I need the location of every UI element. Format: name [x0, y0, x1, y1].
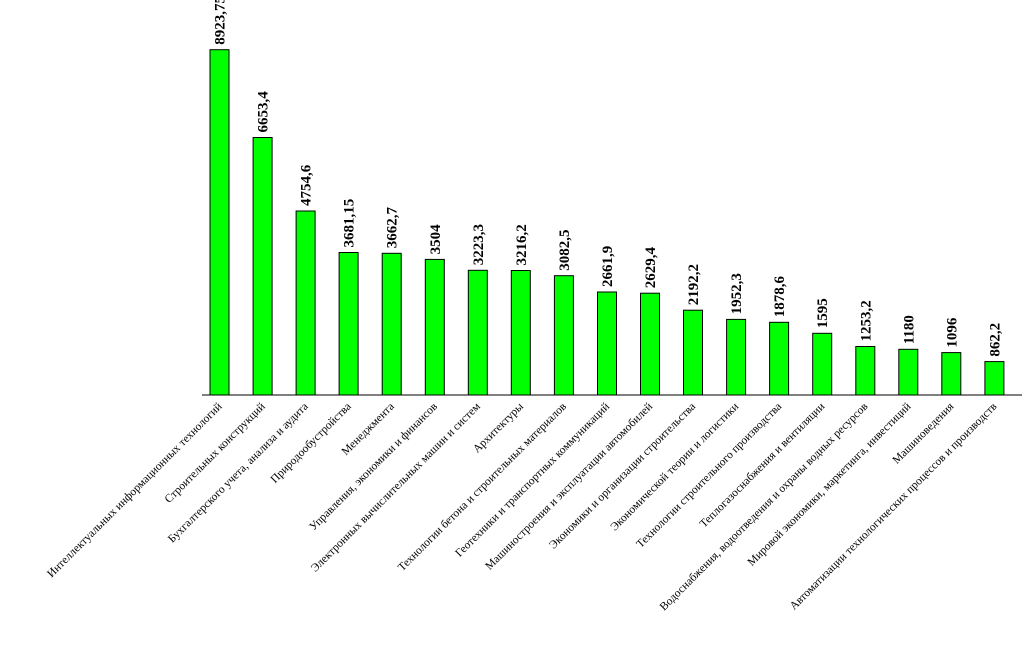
- value-label: 3216,2: [514, 224, 530, 265]
- value-label: 1878,6: [772, 276, 788, 318]
- category-label: Природообустройства: [269, 401, 354, 486]
- category-label: Мировой экономики, маркетинга, инвестици…: [745, 401, 913, 569]
- bar: [597, 291, 617, 396]
- category-label: Водоснабжения, водоотведения и охраны во…: [658, 400, 871, 613]
- value-label: 3223,3: [471, 224, 487, 265]
- value-label: 4754,6: [299, 164, 315, 206]
- value-label: 2192,2: [686, 264, 702, 305]
- bar: [898, 348, 919, 396]
- bar: [467, 269, 488, 396]
- bar: [812, 332, 833, 396]
- value-label: 3681,15: [342, 199, 358, 248]
- value-label: 1096: [944, 317, 960, 348]
- value-label: 862,2: [987, 323, 1003, 357]
- value-label: 1180: [901, 315, 917, 344]
- bar: [295, 210, 316, 396]
- category-label: Геотехники и транспортных коммуникаций: [453, 401, 612, 560]
- category-label: Интеллектуальных информационных технолог…: [45, 401, 225, 581]
- value-labels-group: 8923,75 6653,4 4754,6 3681,15 3662,7 3504 3223…: [213, 0, 1004, 357]
- bar: [855, 346, 876, 396]
- bar: [553, 275, 574, 396]
- bar: [683, 309, 703, 396]
- bar: [726, 318, 747, 396]
- value-label: 1595: [815, 298, 831, 328]
- bar: [252, 137, 273, 396]
- bars-group: [209, 49, 1005, 396]
- bar: [640, 292, 660, 396]
- bar: [209, 49, 230, 396]
- value-label: 3504: [428, 224, 444, 255]
- value-label: 3662,7: [385, 207, 401, 249]
- bar: [984, 361, 1005, 396]
- value-label: 2629,4: [643, 246, 659, 288]
- category-labels-group: Интеллектуальных информационных технолог…: [45, 400, 1000, 613]
- bar: [941, 352, 962, 396]
- bar: [510, 270, 531, 396]
- bar: [338, 252, 359, 396]
- bar: [424, 258, 445, 396]
- value-label: 2661,9: [600, 246, 616, 287]
- bar: [381, 252, 402, 396]
- value-label: 6653,4: [256, 91, 272, 133]
- value-label: 3082,5: [557, 229, 573, 270]
- bar: [769, 321, 790, 396]
- value-label: 8923,75: [213, 0, 229, 45]
- category-label: Машиностроения и эксплуатации автомобиле…: [483, 401, 655, 573]
- category-label: Автоматизации технологических процессов …: [788, 400, 1000, 612]
- value-label: 1253,2: [858, 300, 874, 341]
- value-label: 1952,3: [729, 273, 745, 314]
